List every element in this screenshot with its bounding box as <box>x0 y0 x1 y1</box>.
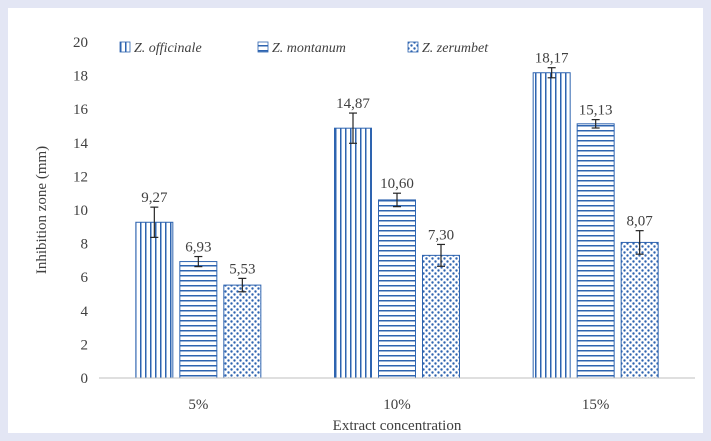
y-axis: 0 2 4 6 8 10 12 14 16 18 20 <box>73 35 89 387</box>
data-label: 10,60 <box>380 176 414 192</box>
bar-z-officinale-2 <box>334 127 372 379</box>
y-tick-label: 12 <box>73 169 88 185</box>
legend-swatch <box>119 41 131 53</box>
x-tick-label: 10% <box>383 397 411 413</box>
bar-z-zerumbet-2 <box>422 254 460 379</box>
y-tick-label: 0 <box>81 371 89 387</box>
bar-z-zerumbet-1 <box>223 284 262 379</box>
bar-chart: Z. officinale Z. montanum Z. zerumbet 0 2 4 6… <box>34 35 695 433</box>
y-tick-label: 6 <box>81 270 89 286</box>
y-tick-label: 18 <box>73 69 88 85</box>
data-label: 5,53 <box>229 261 255 277</box>
bars: 9,27 6,93 5,53 14,87 10,60 7,30 18,17 15,13 8,07 <box>135 51 659 379</box>
y-tick-label: 8 <box>81 237 89 253</box>
bar-z-montanum-3 <box>576 123 615 379</box>
data-label: 15,13 <box>579 103 613 119</box>
legend: Z. officinale Z. montanum Z. zerumbet <box>119 41 489 56</box>
bar-z-officinale-3 <box>532 72 571 379</box>
data-label: 6,93 <box>185 240 211 256</box>
x-axis: 5% 10% 15% <box>99 377 695 413</box>
chart-area: Z. officinale Z. montanum Z. zerumbet 0 2 4 6… <box>8 8 703 433</box>
y-tick-label: 4 <box>81 304 89 320</box>
x-tick-label: 5% <box>188 397 208 413</box>
y-axis-title: Inhibition zone (mm) <box>34 146 50 274</box>
bar-z-montanum-1 <box>179 261 218 379</box>
y-tick-label: 20 <box>73 35 88 51</box>
y-tick-label: 2 <box>81 337 89 353</box>
data-label: 14,87 <box>336 96 370 112</box>
data-label: 7,30 <box>428 227 454 243</box>
y-tick-label: 14 <box>73 136 89 152</box>
data-label: 8,07 <box>627 214 654 230</box>
data-label: 9,27 <box>141 190 168 206</box>
bar-z-officinale-1 <box>135 221 174 379</box>
legend-label: Z. officinale <box>134 41 202 56</box>
y-tick-label: 16 <box>73 102 89 118</box>
x-tick-label: 15% <box>582 397 610 413</box>
legend-label: Z. zerumbet <box>422 41 489 56</box>
data-label: 18,17 <box>535 51 569 67</box>
legend-swatch <box>407 41 419 53</box>
bar-z-zerumbet-3 <box>620 241 659 379</box>
legend-swatch <box>257 41 269 53</box>
legend-label: Z. montanum <box>272 41 346 56</box>
bar-z-montanum-2 <box>378 199 416 379</box>
x-axis-title: Extract concentration <box>333 418 462 433</box>
y-tick-label: 10 <box>73 203 88 219</box>
